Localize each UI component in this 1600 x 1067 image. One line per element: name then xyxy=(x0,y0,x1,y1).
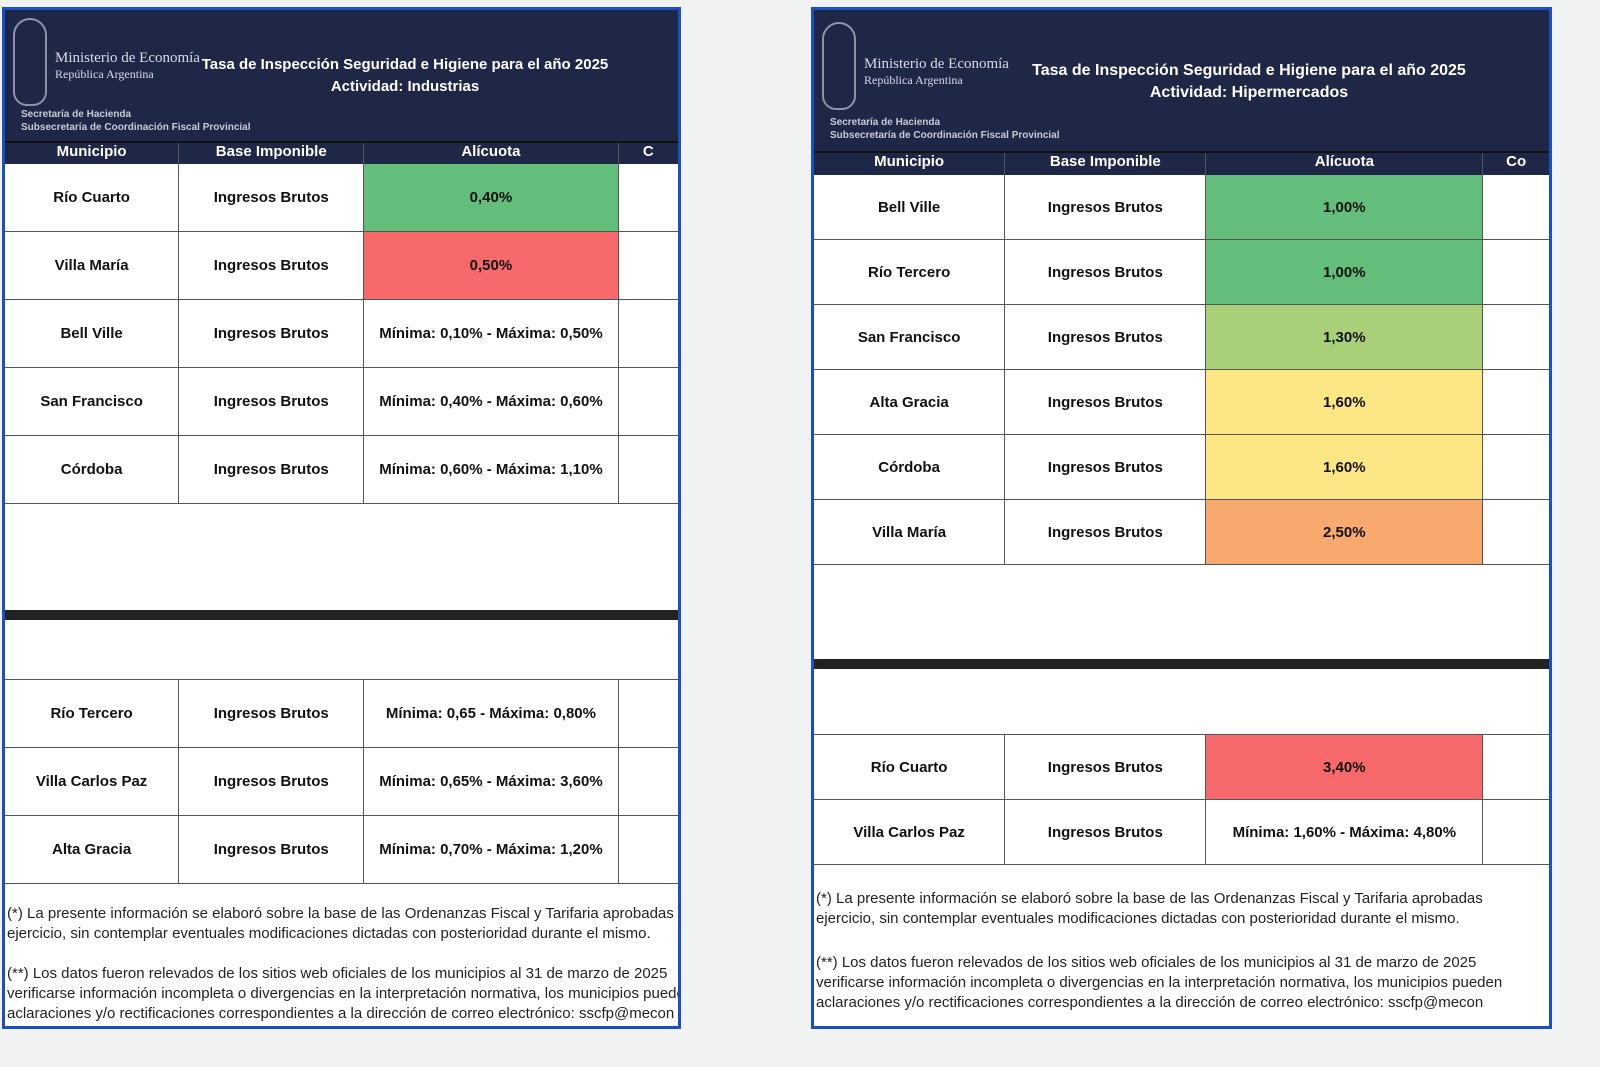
alicuota-cell: 0,50% xyxy=(364,232,619,299)
ministry-block: Ministerio de Economía República Argentin… xyxy=(864,56,1009,87)
alicuota-cell: 2,50% xyxy=(1206,500,1484,564)
cut-off-cell xyxy=(619,680,678,747)
municipio-cell: Bell Ville xyxy=(814,175,1006,239)
table-row: Alta Gracia Ingresos Brutos Mínima: 0,70% … xyxy=(5,816,678,884)
ministry-block: Ministerio de Economía República Argentin… xyxy=(55,50,200,81)
alicuota-cell: 1,60% xyxy=(1206,370,1484,434)
table-row: Villa María Ingresos Brutos 0,50% xyxy=(5,232,678,300)
base-cell: Ingresos Brutos xyxy=(1005,370,1207,434)
column-headers: Municipio Base Imponible Alícuota C xyxy=(5,141,678,164)
cut-off-cell xyxy=(1483,305,1549,369)
cut-off-cell xyxy=(619,368,678,435)
alicuota-cell: Mínima: 1,60% - Máxima: 4,80% xyxy=(1206,800,1484,864)
alicuota-cell: 3,40% xyxy=(1206,735,1484,799)
table-row: Alta Gracia Ingresos Brutos 1,60% xyxy=(814,370,1549,435)
base-cell: Ingresos Brutos xyxy=(179,300,365,367)
footnotes: (*) La presente información se elaboró s… xyxy=(7,905,681,1022)
cut-off-cell xyxy=(1483,175,1549,239)
municipio-cell: Villa Carlos Paz xyxy=(814,800,1006,864)
base-cell: Ingresos Brutos xyxy=(1005,305,1207,369)
base-cell: Ingresos Brutos xyxy=(1005,500,1207,564)
base-cell: Ingresos Brutos xyxy=(179,436,365,503)
municipio-cell: Alta Gracia xyxy=(814,370,1006,434)
base-cell: Ingresos Brutos xyxy=(179,368,365,435)
municipio-cell: Córdoba xyxy=(5,436,180,503)
municipio-cell: San Francisco xyxy=(5,368,180,435)
base-cell: Ingresos Brutos xyxy=(179,232,365,299)
base-cell: Ingresos Brutos xyxy=(1005,240,1207,304)
alicuota-cell: 1,60% xyxy=(1206,435,1484,499)
cut-off-cell xyxy=(619,748,678,815)
table-row: Córdoba Ingresos Brutos 1,60% xyxy=(814,435,1549,500)
divider xyxy=(814,659,1549,669)
alicuota-cell: Mínima: 0,65% - Máxima: 3,60% xyxy=(364,748,619,815)
municipio-cell: San Francisco xyxy=(814,305,1006,369)
table-row: Villa Carlos Paz Ingresos Brutos Mínima: 1… xyxy=(814,800,1549,865)
page-title: Tasa de Inspección Seguridad e Higiene p… xyxy=(201,56,609,95)
coat-of-arms-logo xyxy=(822,22,856,110)
municipio-cell: Bell Ville xyxy=(5,300,180,367)
cut-off-cell xyxy=(619,232,678,299)
alicuota-cell: Mínima: 0,40% - Máxima: 0,60% xyxy=(364,368,619,435)
footnotes: (*) La presente información se elaboró s… xyxy=(816,890,1503,1011)
base-cell: Ingresos Brutos xyxy=(1005,175,1207,239)
alicuota-cell: 0,40% xyxy=(364,164,619,231)
alicuota-cell: Mínima: 0,10% - Máxima: 0,50% xyxy=(364,300,619,367)
table-row: San Francisco Ingresos Brutos 1,30% xyxy=(814,305,1549,370)
column-headers: Municipio Base Imponible Alícuota Co xyxy=(814,151,1549,175)
cut-off-cell xyxy=(1483,500,1549,564)
table-row: Río Tercero Ingresos Brutos 1,00% xyxy=(814,240,1549,305)
secretaria: Secretaría de Hacienda Subsecretaría de C… xyxy=(830,117,1060,141)
table-row: Río Cuarto Ingresos Brutos 3,40% xyxy=(814,735,1549,800)
alicuota-cell: Mínima: 0,60% - Máxima: 1,10% xyxy=(364,436,619,503)
municipio-cell: Villa María xyxy=(814,500,1006,564)
municipio-cell: Alta Gracia xyxy=(5,816,180,883)
municipio-cell: Río Cuarto xyxy=(814,735,1006,799)
divider xyxy=(5,610,678,620)
alicuota-cell: Mínima: 0,70% - Máxima: 1,20% xyxy=(364,816,619,883)
secretaria: Secretaría de Hacienda Subsecretaría de C… xyxy=(21,109,251,133)
table-row: Bell Ville Ingresos Brutos Mínima: 0,10% -… xyxy=(5,300,678,368)
alicuota-cell: Mínima: 0,65 - Máxima: 0,80% xyxy=(364,680,619,747)
cut-off-cell xyxy=(619,164,678,231)
table-row: Villa María Ingresos Brutos 2,50% xyxy=(814,500,1549,565)
table-row: Bell Ville Ingresos Brutos 1,00% xyxy=(814,175,1549,240)
base-cell: Ingresos Brutos xyxy=(179,748,365,815)
municipio-cell: Villa Carlos Paz xyxy=(5,748,180,815)
cut-off-cell xyxy=(619,816,678,883)
table-hipermercados: Ministerio de Economía República Argentin… xyxy=(811,7,1552,1029)
municipio-cell: Villa María xyxy=(5,232,180,299)
cut-off-cell xyxy=(1483,435,1549,499)
table-row: Río Tercero Ingresos Brutos Mínima: 0,65 -… xyxy=(5,680,678,748)
municipio-cell: Córdoba xyxy=(814,435,1006,499)
municipio-cell: Río Tercero xyxy=(5,680,180,747)
base-cell: Ingresos Brutos xyxy=(1005,800,1207,864)
coat-of-arms-logo xyxy=(13,18,47,106)
municipio-cell: Río Cuarto xyxy=(5,164,180,231)
cut-off-cell xyxy=(619,300,678,367)
base-cell: Ingresos Brutos xyxy=(179,816,365,883)
base-cell: Ingresos Brutos xyxy=(179,164,365,231)
table-row: Córdoba Ingresos Brutos Mínima: 0,60% - Má… xyxy=(5,436,678,504)
base-cell: Ingresos Brutos xyxy=(179,680,365,747)
table-row: Río Cuarto Ingresos Brutos 0,40% xyxy=(5,164,678,232)
table-row: Villa Carlos Paz Ingresos Brutos Mínima: 0… xyxy=(5,748,678,816)
page-title: Tasa de Inspección Seguridad e Higiene p… xyxy=(1032,62,1466,101)
header: Ministerio de Economía República Argentin… xyxy=(5,10,678,141)
header: Ministerio de Economía República Argentin… xyxy=(814,10,1549,151)
alicuota-cell: 1,00% xyxy=(1206,240,1484,304)
table-row: San Francisco Ingresos Brutos Mínima: 0,40… xyxy=(5,368,678,436)
base-cell: Ingresos Brutos xyxy=(1005,735,1207,799)
cut-off-cell xyxy=(1483,370,1549,434)
base-cell: Ingresos Brutos xyxy=(1005,435,1207,499)
cut-off-cell xyxy=(1483,800,1549,864)
table-industrias: Ministerio de Economía República Argentin… xyxy=(2,7,681,1029)
alicuota-cell: 1,30% xyxy=(1206,305,1484,369)
municipio-cell: Río Tercero xyxy=(814,240,1006,304)
alicuota-cell: 1,00% xyxy=(1206,175,1484,239)
cut-off-cell xyxy=(1483,240,1549,304)
cut-off-cell xyxy=(619,436,678,503)
cut-off-cell xyxy=(1483,735,1549,799)
